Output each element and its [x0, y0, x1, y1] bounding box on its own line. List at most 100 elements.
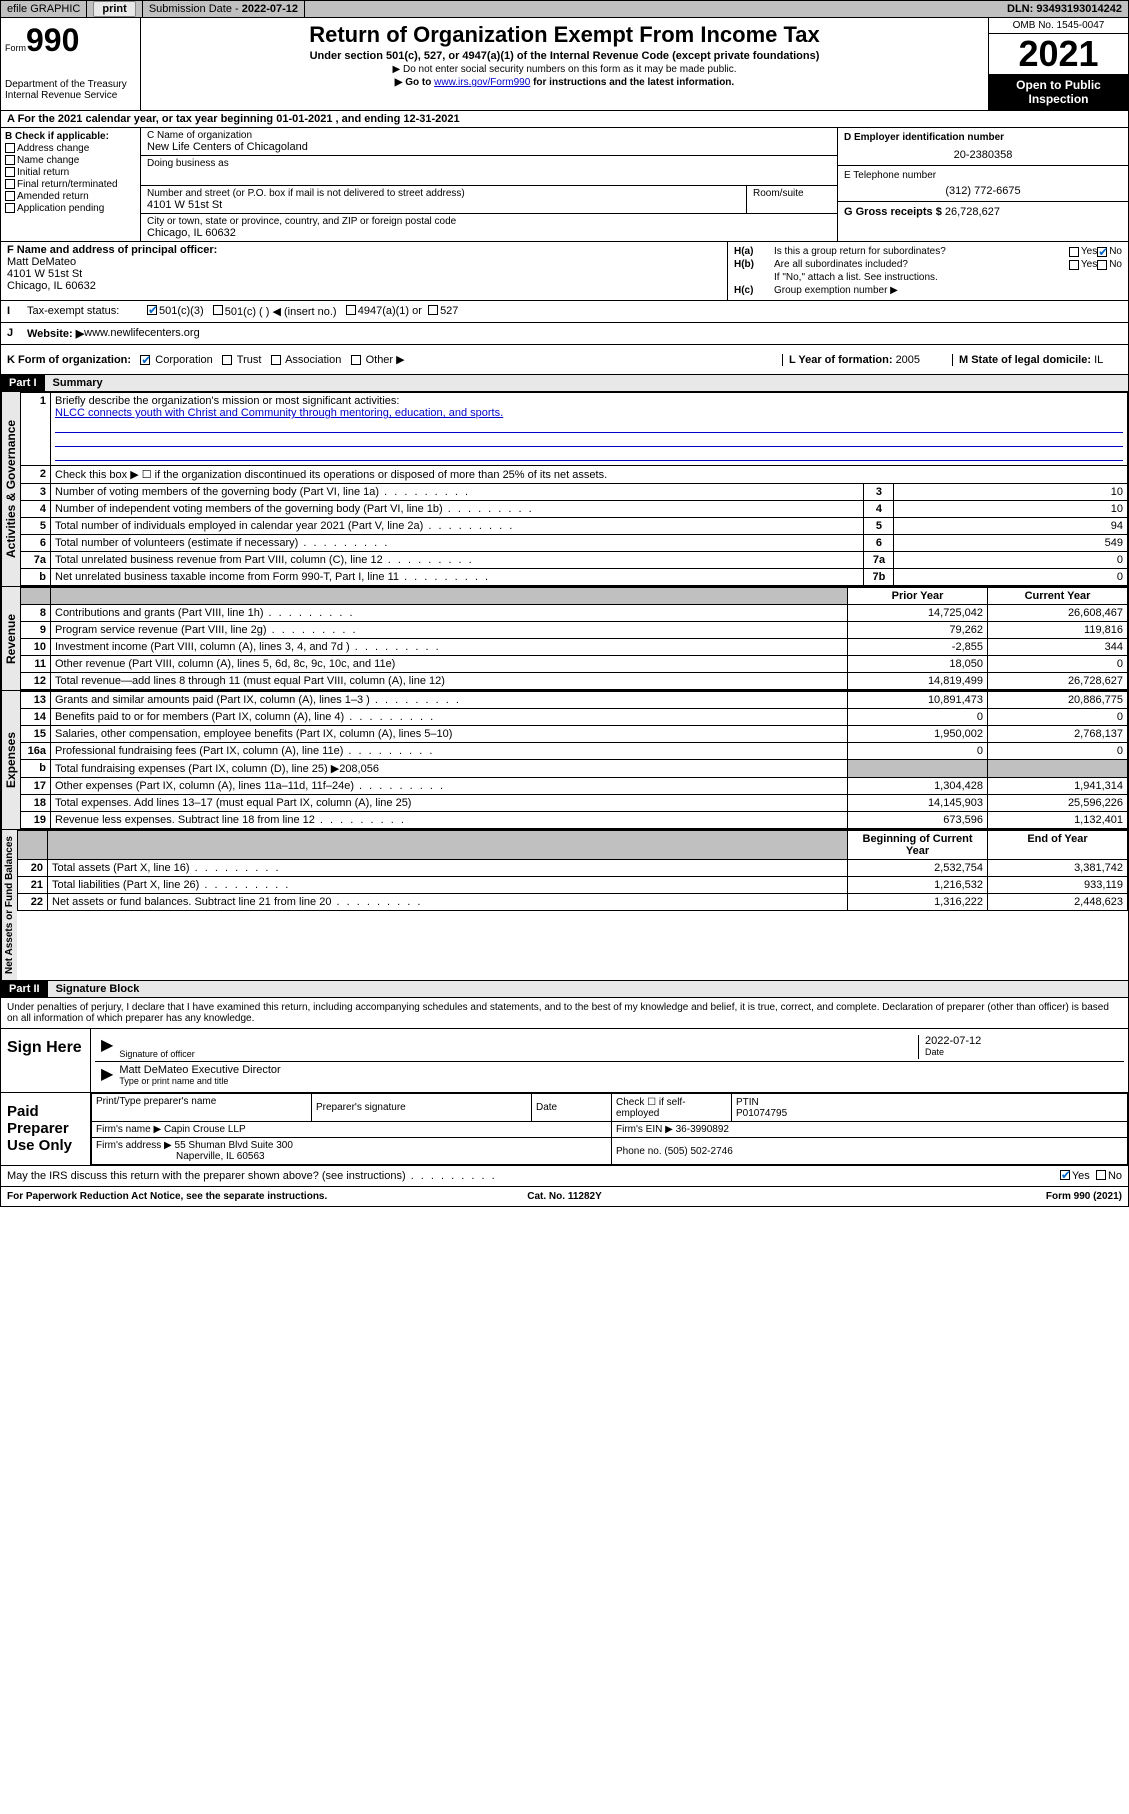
line-3-val: 10 [894, 484, 1128, 501]
line-11-prior: 18,050 [848, 656, 988, 673]
line-10-prior: -2,855 [848, 639, 988, 656]
association-checkbox[interactable] [271, 355, 281, 365]
line-18-current: 25,596,226 [988, 795, 1128, 812]
discuss-yes-checkbox[interactable] [1060, 1170, 1070, 1180]
ptin-label: PTIN [736, 1097, 1123, 1108]
prior-year-header: Prior Year [892, 590, 944, 602]
line-15-desc: Salaries, other compensation, employee b… [51, 726, 848, 743]
mission-text: NLCC connects youth with Christ and Comm… [55, 407, 1123, 419]
part-ii-header: Part II Signature Block [0, 981, 1129, 998]
line-9-prior: 79,262 [848, 622, 988, 639]
ha-no-checkbox[interactable] [1097, 247, 1107, 257]
line-12-current: 26,728,627 [988, 673, 1128, 690]
hb-yes-checkbox[interactable] [1069, 260, 1079, 270]
form-number-box: Form990 Department of the Treasury Inter… [1, 18, 141, 110]
pra-notice: For Paperwork Reduction Act Notice, see … [7, 1191, 379, 1202]
omb-number: OMB No. 1545-0047 [989, 18, 1128, 34]
net-assets-section: Net Assets or Fund Balances Beginning of… [0, 830, 1129, 981]
org-name-label: C Name of organization [147, 130, 831, 141]
check-if-applicable: B Check if applicable: Address change Na… [1, 128, 141, 241]
current-year-header: Current Year [1025, 590, 1091, 602]
year-formation: L Year of formation: 2005 [782, 354, 952, 366]
mission-label: Briefly describe the organization's miss… [55, 395, 1123, 407]
other-checkbox[interactable] [351, 355, 361, 365]
name-change-checkbox[interactable] [5, 155, 15, 165]
line-21-current: 933,119 [988, 877, 1128, 894]
line-22-current: 2,448,623 [988, 894, 1128, 911]
ptin-value: P01074795 [736, 1108, 1123, 1119]
activities-governance-label: Activities & Governance [1, 392, 20, 586]
4947a1-checkbox[interactable] [346, 305, 356, 315]
527-checkbox[interactable] [428, 305, 438, 315]
paid-preparer-label: Paid Preparer Use Only [1, 1093, 91, 1165]
line-20-desc: Total assets (Part X, line 16) [48, 860, 848, 877]
dba-label: Doing business as [147, 158, 831, 169]
line-4-val: 10 [894, 501, 1128, 518]
state-domicile: M State of legal domicile: IL [952, 354, 1122, 366]
corporation-checkbox[interactable] [140, 355, 150, 365]
line-13-prior: 10,891,473 [848, 692, 988, 709]
expenses-table: 13Grants and similar amounts paid (Part … [20, 691, 1128, 829]
application-pending-checkbox[interactable] [5, 203, 15, 213]
discuss-no-checkbox[interactable] [1096, 1170, 1106, 1180]
principal-officer: F Name and address of principal officer:… [1, 242, 728, 300]
line-21-prior: 1,216,532 [848, 877, 988, 894]
line-17-prior: 1,304,428 [848, 778, 988, 795]
line-20-current: 3,381,742 [988, 860, 1128, 877]
line-11-desc: Other revenue (Part VIII, column (A), li… [51, 656, 848, 673]
line-7a-val: 0 [894, 552, 1128, 569]
irs-link[interactable]: www.irs.gov/Form990 [434, 77, 530, 88]
trust-checkbox[interactable] [222, 355, 232, 365]
gross-receipts-label: G Gross receipts $ [844, 206, 945, 218]
line-16a-current: 0 [988, 743, 1128, 760]
end-year-header: End of Year [1027, 833, 1087, 845]
tax-year-row: A For the 2021 calendar year, or tax yea… [0, 111, 1129, 128]
line-16a-desc: Professional fundraising fees (Part IX, … [51, 743, 848, 760]
line-5-desc: Total number of individuals employed in … [51, 518, 864, 535]
line-10-desc: Investment income (Part VIII, column (A)… [51, 639, 848, 656]
line-19-desc: Revenue less expenses. Subtract line 18 … [51, 812, 848, 829]
tax-year: 2021 [989, 34, 1128, 74]
line-21-desc: Total liabilities (Part X, line 26) [48, 877, 848, 894]
line-2: Check this box ▶ ☐ if the organization d… [51, 466, 1128, 484]
form-of-org-row: K Form of organization: Corporation Trus… [0, 345, 1129, 375]
ha-yes-checkbox[interactable] [1069, 247, 1079, 257]
officer-group-row: F Name and address of principal officer:… [0, 242, 1129, 301]
initial-return-checkbox[interactable] [5, 167, 15, 177]
hb-no-checkbox[interactable] [1097, 260, 1107, 270]
discuss-text: May the IRS discuss this return with the… [7, 1170, 1060, 1182]
street-address: 4101 W 51st St [147, 199, 740, 211]
line-18-prior: 14,145,903 [848, 795, 988, 812]
expenses-label: Expenses [1, 691, 20, 829]
beginning-year-header: Beginning of Current Year [863, 833, 973, 857]
org-name-block: C Name of organization New Life Centers … [141, 128, 838, 241]
part-i-header: Part I Summary [0, 375, 1129, 392]
address-change-checkbox[interactable] [5, 143, 15, 153]
group-return-block: H(a)Is this a group return for subordina… [728, 242, 1128, 300]
activities-governance-section: Activities & Governance 1 Briefly descri… [0, 392, 1129, 587]
line-8-current: 26,608,467 [988, 605, 1128, 622]
goto-instructions: ▶ Go to www.irs.gov/Form990 for instruct… [151, 77, 978, 88]
net-assets-label: Net Assets or Fund Balances [1, 830, 17, 980]
line-11-current: 0 [988, 656, 1128, 673]
discuss-row: May the IRS discuss this return with the… [0, 1166, 1129, 1187]
print-button[interactable]: print [93, 1, 135, 17]
website-row: J Website: ▶ www.newlifecenters.org [0, 323, 1129, 345]
governance-table: 1 Briefly describe the organization's mi… [20, 392, 1128, 586]
sign-here-row: Sign Here ▶ Signature of officer 2022-07… [0, 1029, 1129, 1093]
form-header: Form990 Department of the Treasury Inter… [0, 18, 1129, 111]
line-12-prior: 14,819,499 [848, 673, 988, 690]
dept-treasury: Department of the Treasury [5, 79, 136, 90]
line-16a-prior: 0 [848, 743, 988, 760]
501c-checkbox[interactable] [213, 305, 223, 315]
catalog-number: Cat. No. 11282Y [379, 1191, 751, 1202]
501c3-checkbox[interactable] [147, 305, 157, 315]
line-5-val: 94 [894, 518, 1128, 535]
penalty-statement: Under penalties of perjury, I declare th… [0, 998, 1129, 1029]
efile-graphic-label: efile GRAPHIC [1, 1, 87, 17]
prep-sig-label: Preparer's signature [316, 1102, 527, 1113]
form-page-ref: Form 990 (2021) [750, 1191, 1122, 1202]
amended-return-checkbox[interactable] [5, 191, 15, 201]
phone-label: E Telephone number [844, 170, 1122, 181]
final-return-checkbox[interactable] [5, 179, 15, 189]
